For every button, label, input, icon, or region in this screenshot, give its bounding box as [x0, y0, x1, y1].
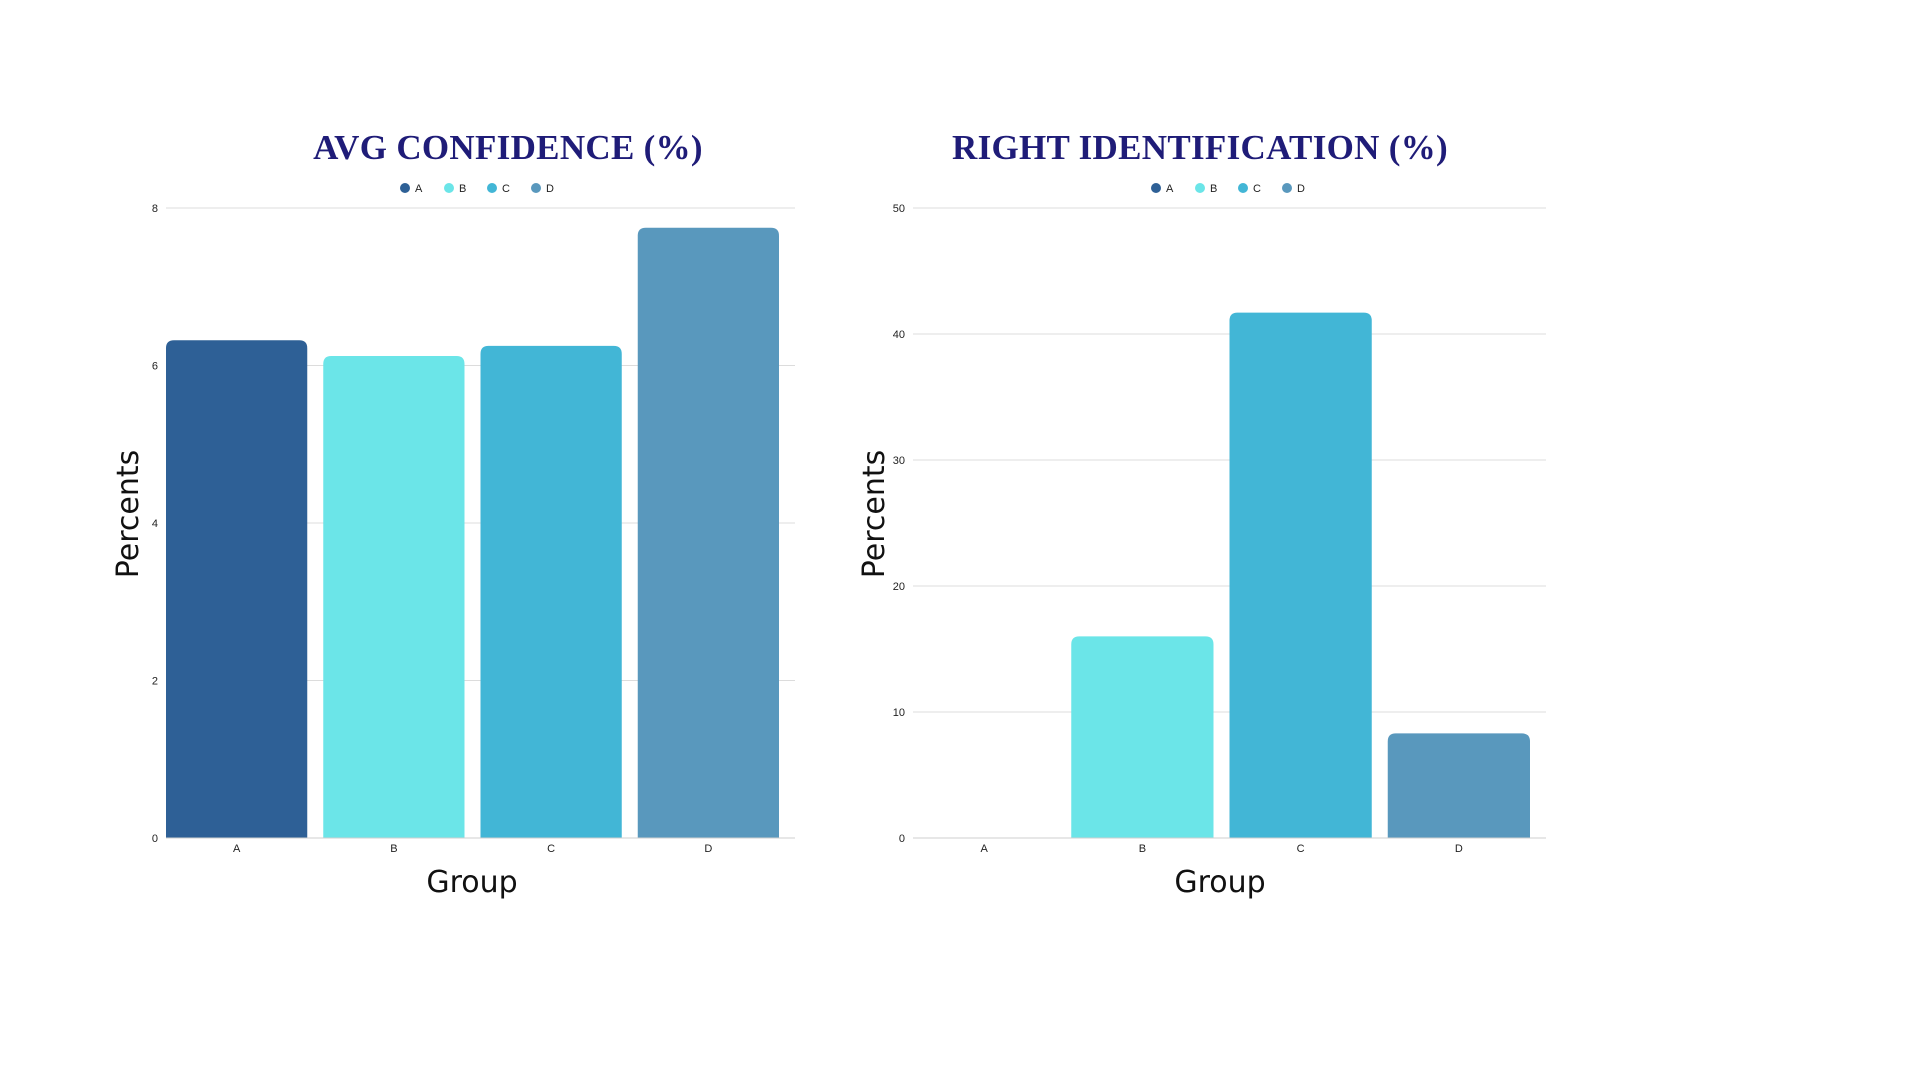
bar-c[interactable] [1229, 312, 1372, 839]
y-tick-label: 6 [152, 361, 158, 373]
legend-marker-b [1195, 183, 1205, 193]
x-tick-label: C [1297, 843, 1305, 855]
y-tick-label: 20 [893, 581, 905, 593]
x-tick-label: D [1455, 843, 1463, 855]
bar-d[interactable] [1387, 733, 1530, 838]
chart-title: AVG CONFIDENCE (%) [313, 128, 703, 167]
bar-b[interactable] [1071, 636, 1214, 838]
legend-item-d[interactable]: D [531, 183, 554, 195]
legend-label-b: B [1210, 183, 1217, 195]
y-axis-title: Percents [857, 450, 892, 579]
legend-item-a[interactable]: A [1151, 183, 1174, 195]
x-tick-label: C [547, 843, 555, 855]
bar-b[interactable] [323, 356, 465, 838]
legend-label-d: D [546, 183, 554, 195]
bar-c[interactable] [480, 345, 622, 838]
y-tick-label: 4 [152, 518, 158, 530]
legend: A B C D [1151, 183, 1305, 195]
y-tick-label: 40 [893, 329, 905, 341]
x-axis-title: Group [426, 865, 517, 900]
legend-marker-c [487, 183, 497, 193]
bar-a[interactable] [166, 340, 308, 838]
legend-item-c[interactable]: C [487, 183, 510, 195]
x-tick-label: B [390, 843, 397, 855]
x-tick-label: A [233, 843, 241, 855]
legend-label-b: B [459, 183, 466, 195]
y-tick-label: 2 [152, 676, 158, 688]
legend-label-a: A [415, 183, 423, 195]
plot-area: 0 2 4 6 8 A B C D [152, 203, 795, 855]
y-tick-label: 0 [899, 833, 905, 845]
legend-item-d[interactable]: D [1282, 183, 1305, 195]
legend-label-a: A [1166, 183, 1174, 195]
legend-item-b[interactable]: B [444, 183, 466, 195]
bar-d[interactable] [637, 227, 779, 838]
legend-label-d: D [1297, 183, 1305, 195]
x-tick-label: B [1139, 843, 1146, 855]
plot-area: 0 10 20 30 40 50 A B C D [893, 203, 1546, 855]
legend-label-c: C [1253, 183, 1261, 195]
legend-marker-c [1238, 183, 1248, 193]
y-tick-label: 10 [893, 707, 905, 719]
legend-marker-d [531, 183, 541, 193]
y-axis-title: Percents [111, 450, 146, 579]
y-tick-label: 0 [152, 833, 158, 845]
legend: A B C D [400, 183, 554, 195]
legend-marker-b [444, 183, 454, 193]
chart-title: RIGHT IDENTIFICATION (%) [952, 128, 1448, 167]
legend-marker-a [1151, 183, 1161, 193]
legend-marker-a [400, 183, 410, 193]
legend-item-b[interactable]: B [1195, 183, 1217, 195]
x-tick-label: D [704, 843, 712, 855]
legend-item-c[interactable]: C [1238, 183, 1261, 195]
legend-marker-d [1282, 183, 1292, 193]
y-tick-label: 30 [893, 455, 905, 467]
y-tick-label: 50 [893, 203, 905, 215]
y-tick-label: 8 [152, 203, 158, 215]
x-tick-label: A [980, 843, 988, 855]
chart-avg-confidence: AVG CONFIDENCE (%) A B C D 0 2 4 6 8 A B C D Per… [111, 128, 795, 900]
x-axis-title: Group [1174, 865, 1265, 900]
legend-item-a[interactable]: A [400, 183, 423, 195]
legend-label-c: C [502, 183, 510, 195]
chart-right-identification: RIGHT IDENTIFICATION (%) A B C D 0 10 20 30… [857, 128, 1546, 900]
